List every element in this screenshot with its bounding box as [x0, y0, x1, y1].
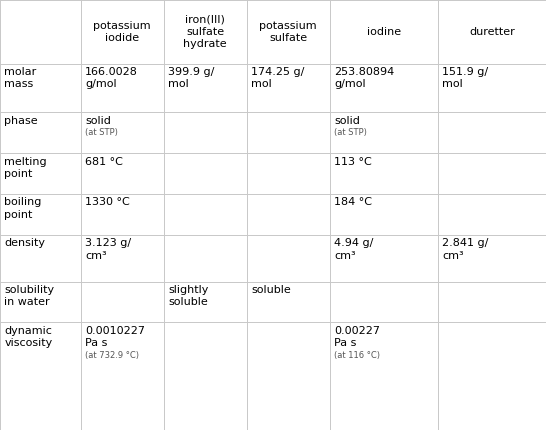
- Text: boiling
point: boiling point: [4, 197, 41, 220]
- Text: (at 732.9 °C): (at 732.9 °C): [85, 351, 139, 360]
- Text: molar
mass: molar mass: [4, 67, 37, 89]
- Text: (at 116 °C): (at 116 °C): [334, 351, 380, 360]
- Text: slightly
soluble: slightly soluble: [168, 285, 209, 307]
- Text: soluble: soluble: [251, 285, 291, 295]
- Text: solubility
in water: solubility in water: [4, 285, 55, 307]
- Text: dynamic
viscosity: dynamic viscosity: [4, 326, 52, 348]
- Text: (at STP): (at STP): [334, 128, 367, 137]
- Text: 1330 °C: 1330 °C: [85, 197, 130, 207]
- Text: iron(III)
sulfate
hydrate: iron(III) sulfate hydrate: [183, 15, 227, 49]
- Text: solid: solid: [85, 116, 111, 126]
- Text: 0.0010227
Pa s: 0.0010227 Pa s: [85, 326, 145, 348]
- Text: density: density: [4, 238, 45, 248]
- Text: solid: solid: [334, 116, 360, 126]
- Text: 166.0028
g/mol: 166.0028 g/mol: [85, 67, 138, 89]
- Text: 184 °C: 184 °C: [334, 197, 372, 207]
- Text: 2.841 g/
cm³: 2.841 g/ cm³: [442, 238, 489, 261]
- Text: 681 °C: 681 °C: [85, 157, 123, 166]
- Text: 399.9 g/
mol: 399.9 g/ mol: [168, 67, 215, 89]
- Text: 0.00227
Pa s: 0.00227 Pa s: [334, 326, 380, 348]
- Text: 4.94 g/
cm³: 4.94 g/ cm³: [334, 238, 373, 261]
- Text: 3.123 g/
cm³: 3.123 g/ cm³: [85, 238, 131, 261]
- Text: duretter: duretter: [469, 27, 515, 37]
- Text: phase: phase: [4, 116, 38, 126]
- Text: 113 °C: 113 °C: [334, 157, 372, 166]
- Text: (at STP): (at STP): [85, 128, 118, 137]
- Text: 253.80894
g/mol: 253.80894 g/mol: [334, 67, 394, 89]
- Text: melting
point: melting point: [4, 157, 47, 179]
- Text: potassium
sulfate: potassium sulfate: [259, 21, 317, 43]
- Text: iodine: iodine: [367, 27, 401, 37]
- Text: potassium
iodide: potassium iodide: [93, 21, 151, 43]
- Text: 174.25 g/
mol: 174.25 g/ mol: [251, 67, 305, 89]
- Text: 151.9 g/
mol: 151.9 g/ mol: [442, 67, 488, 89]
